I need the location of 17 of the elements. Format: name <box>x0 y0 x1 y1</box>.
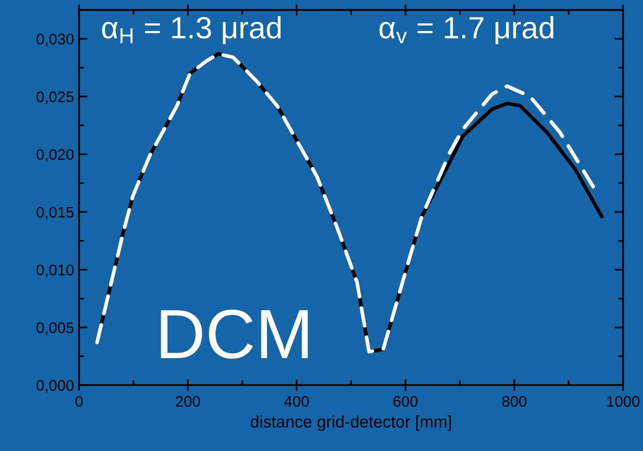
x-tick-label: 600 <box>394 396 418 407</box>
annotation: α$_{H}$ = 1.3 μrad <box>102 16 281 44</box>
x-tick-label: 1000 <box>607 396 640 407</box>
x-tick-label: 0 <box>75 396 83 407</box>
x-tick-label: 800 <box>502 396 526 407</box>
y-tick-label: 0,005 <box>36 322 74 335</box>
y-tick-label: 0,030 <box>36 34 74 46</box>
y-tick-label: 0,000 <box>36 380 74 393</box>
annotation: DCM <box>160 310 308 359</box>
x-tick-label: 200 <box>176 396 200 407</box>
y-tick-label: 0,015 <box>36 206 74 220</box>
y-tick-label: 0,025 <box>36 91 74 104</box>
x-tick-label: 400 <box>284 396 309 407</box>
annotation: α$_{v}$ = 1.7 μrad <box>380 16 554 44</box>
x-axis-title: distance grid-detector [mm] <box>250 415 451 431</box>
y-tick-label: 0,010 <box>36 264 74 278</box>
y-tick-label: 0,020 <box>36 149 74 162</box>
